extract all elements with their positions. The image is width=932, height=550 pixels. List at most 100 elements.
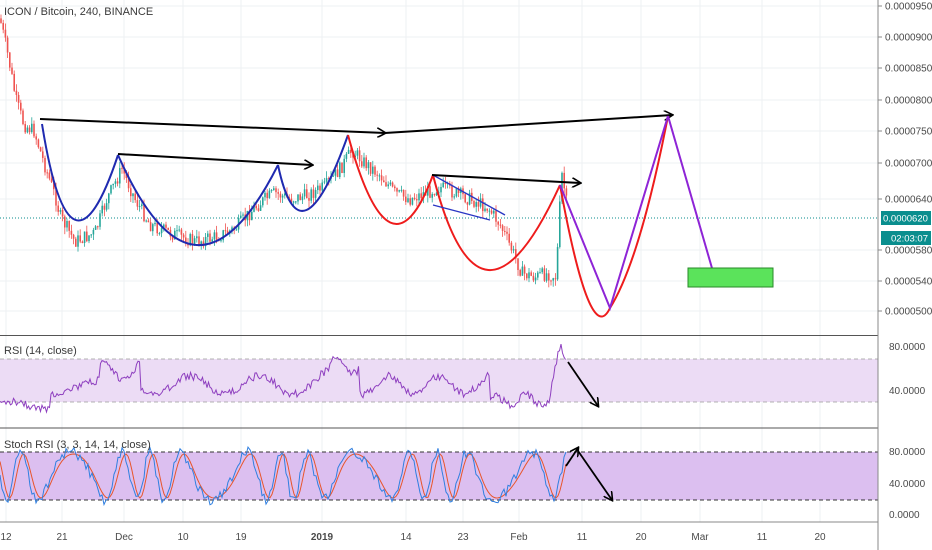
wedge-line-2 <box>432 204 491 221</box>
candle-body <box>405 196 407 203</box>
time-axis[interactable]: 12 21 Dec 10 19 2019 14 23 Feb 11 20 Mar 11 20 <box>0 532 826 543</box>
candle-body <box>83 231 86 243</box>
candle-body <box>466 202 469 205</box>
candle-body <box>534 277 537 281</box>
candle-body <box>429 186 431 198</box>
candle-body <box>490 210 493 214</box>
candle-body <box>292 201 295 203</box>
candle-body <box>165 224 167 228</box>
rsi-series <box>0 343 566 414</box>
candle-body <box>92 229 95 235</box>
time-tick-label: 23 <box>457 532 469 543</box>
candle-body <box>493 210 495 214</box>
candle-body <box>517 258 519 270</box>
candle-body <box>526 273 528 279</box>
candle-body <box>101 205 103 214</box>
candle-body <box>105 203 108 210</box>
price-axis[interactable]: 0.0000950 0.0000900 0.0000850 0.0000800 0.00… <box>878 2 932 318</box>
candle-body <box>385 182 387 187</box>
candle-body <box>339 162 341 178</box>
candle-body <box>398 190 400 192</box>
candle-body <box>121 168 123 170</box>
candle-body <box>435 192 438 196</box>
time-tick-label: 2019 <box>311 532 334 543</box>
candle-body <box>28 127 31 133</box>
candle-body <box>552 278 554 281</box>
trend-arrow-4 <box>431 174 580 183</box>
price-tick-label: 0.0000950 <box>885 2 932 13</box>
candle-body <box>112 183 114 186</box>
candle-body <box>119 168 121 184</box>
candle-body <box>141 204 143 207</box>
candle-body <box>376 174 378 176</box>
rsi-tick-label: 40.0000 <box>889 386 926 397</box>
time-tick-label: 14 <box>400 532 412 543</box>
rsi-label[interactable]: RSI (14, close) <box>4 345 77 357</box>
price-tick-label: 0.0000700 <box>885 159 932 170</box>
candle-body <box>358 150 361 162</box>
candle-body <box>72 234 75 239</box>
candle-body <box>475 202 477 207</box>
candle-body <box>13 73 15 91</box>
candle-body <box>554 278 557 280</box>
candle-body <box>563 172 565 189</box>
price-tick-label: 0.0000800 <box>885 96 932 107</box>
stoch-series <box>0 445 567 507</box>
candle-body <box>152 224 154 232</box>
candle-body <box>409 198 411 205</box>
candle-body <box>189 234 191 246</box>
candle-body <box>6 37 9 53</box>
candle-body <box>75 238 77 247</box>
candle-body <box>325 178 328 182</box>
candle-body <box>308 198 310 201</box>
candle-body <box>306 189 308 199</box>
stoch-tick-label: 0.0000 <box>889 510 920 521</box>
price-tick-label: 0.0000580 <box>885 246 932 257</box>
rsi-axis[interactable]: 80.0000 40.0000 <box>889 342 926 397</box>
candle-body <box>57 205 59 212</box>
candle-body <box>380 175 383 181</box>
candle-body <box>372 166 374 174</box>
candle-body <box>110 185 112 194</box>
candle-body <box>543 268 546 281</box>
stoch-trend-arrow-down <box>575 447 612 500</box>
candle-body <box>222 230 224 241</box>
trend-arrow-3 <box>384 115 672 134</box>
price-axis-bg[interactable] <box>878 0 932 550</box>
candle-body <box>257 208 260 211</box>
candle-body <box>88 235 90 242</box>
candle-body <box>442 182 444 187</box>
cup-arc-2 <box>117 154 279 246</box>
candle-body <box>556 247 559 280</box>
candle-body <box>299 194 301 201</box>
candle-body <box>479 198 482 207</box>
symbol-title[interactable]: ICON / Bitcoin, 240, BINANCE <box>4 6 153 18</box>
candle-body <box>138 206 141 208</box>
candle-body <box>532 275 535 281</box>
candle-body <box>37 139 40 148</box>
candle-body <box>431 194 433 198</box>
candle-body <box>314 190 317 198</box>
candle-body <box>400 189 403 191</box>
stoch-tick-label: 80.0000 <box>889 447 926 458</box>
candle-body <box>433 194 436 196</box>
candle-body <box>134 193 136 201</box>
time-tick-label: Feb <box>510 532 528 543</box>
candle-body <box>565 188 568 196</box>
candle-body <box>154 222 156 225</box>
candle-body <box>361 161 363 167</box>
candle-body <box>33 123 35 137</box>
candle-body <box>248 210 251 221</box>
price-tick-label: 0.0000500 <box>885 307 932 318</box>
candle-body <box>512 249 515 251</box>
candle-body <box>268 190 271 199</box>
candle-body <box>444 182 447 185</box>
candle-body <box>220 240 222 242</box>
stoch-label[interactable]: Stoch RSI (3, 3, 14, 14, close) <box>4 439 151 451</box>
candle-body <box>510 242 513 251</box>
candle-body <box>178 229 180 231</box>
candle-body <box>149 222 152 232</box>
candle-body <box>457 188 460 194</box>
candle-body <box>224 230 227 232</box>
stoch-axis[interactable]: 80.0000 40.0000 0.0000 <box>889 447 926 521</box>
